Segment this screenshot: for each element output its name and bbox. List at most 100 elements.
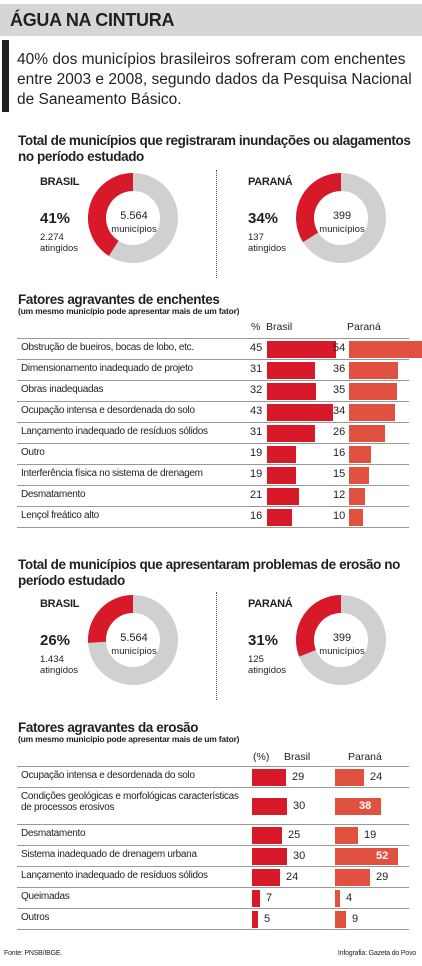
row-label: Obstrução de bueiros, bocas de lobo, etc… [21, 342, 194, 353]
parana-value: 54 [333, 342, 346, 354]
row-label: Lançamento inadequado de resíduos sólido… [21, 426, 208, 437]
table-row: Desmatamento 25 19 [17, 824, 409, 845]
donut-divider [216, 592, 217, 700]
table-row: Lançamento inadequado de resíduos sólido… [17, 422, 409, 443]
parana-bar [335, 869, 370, 886]
col-header-parana: Paraná [347, 321, 381, 333]
brasil-value: 7 [266, 892, 273, 904]
table-bottom-rule [17, 527, 409, 528]
parana-bar [349, 404, 395, 421]
table-row: Sistema inadequado de drenagem urbana 30 5… [17, 845, 409, 866]
parana-value: 12 [333, 489, 346, 501]
row-label: Condições geológicas e morfológicas cara… [21, 791, 239, 813]
section-title-floods: Total de municípios que registraram inun… [18, 133, 411, 164]
col-header-percent: % [251, 321, 261, 333]
table-row: Ocupação intensa e desordenada do solo 43… [17, 401, 409, 422]
brasil-bar [267, 509, 292, 526]
parana-bar [349, 383, 397, 400]
parana-bar [349, 362, 398, 379]
donut-brasil-1: BRASIL 41% 2.274 atingidos 5.564 municípios [40, 173, 230, 286]
donut-slice-affected [88, 173, 134, 256]
brasil-bar [267, 467, 296, 484]
table-row: Lançamento inadequado de resíduos sólido… [17, 866, 409, 887]
row-label: Lençol freático alto [21, 510, 99, 521]
parana-value: 26 [333, 426, 346, 438]
donut-chart [296, 173, 386, 263]
table-row: Outros 5 9 [17, 908, 409, 929]
table-row: Dimensionamento inadequado de projeto 31 3… [17, 359, 409, 380]
brasil-bar [267, 488, 299, 505]
donut-paraná-2: PARANÁ 34% 137 atingidos 399 municípios [248, 173, 422, 286]
brasil-value: 19 [250, 447, 263, 459]
table-row: Queimadas 7 4 [17, 887, 409, 908]
table-bottom-rule [17, 929, 409, 930]
parana-value: 9 [352, 913, 359, 925]
brasil-value: 31 [250, 426, 263, 438]
parana-bar [335, 827, 358, 844]
donut-total-value: 399 [332, 210, 352, 222]
donut-paraná-2: PARANÁ 31% 125 atingidos 399 municípios [248, 595, 422, 708]
brasil-bar [252, 827, 282, 844]
brasil-bar [267, 446, 296, 463]
parana-bar [335, 798, 381, 815]
donut-brasil-1: BRASIL 26% 1.434 atingidos 5.564 municípios [40, 595, 230, 708]
donut-chart [296, 595, 386, 685]
row-label: Outro [21, 447, 45, 458]
col-header-brasil: Brasil [266, 321, 293, 333]
parana-value: 38 [359, 800, 372, 812]
credit-note: Infografia: Gazeta do Povo [337, 950, 416, 957]
table-row: Obras inadequadas 32 35 [17, 380, 409, 401]
parana-value: 52 [376, 850, 389, 862]
donut-percent-label: 26% [40, 632, 71, 649]
parana-bar [349, 446, 371, 463]
donut-region-label: BRASIL [40, 176, 80, 188]
brasil-bar [252, 798, 287, 815]
parana-bar [335, 848, 398, 865]
intro-accent-bar [2, 40, 9, 112]
parana-value: 24 [370, 771, 383, 783]
row-label: Queimadas [21, 891, 70, 902]
brasil-value: 25 [288, 829, 301, 841]
brasil-value: 32 [250, 384, 263, 396]
brasil-bar [267, 362, 315, 379]
row-label: Obras inadequadas [21, 384, 104, 395]
parana-bar [349, 467, 369, 484]
brasil-value: 31 [250, 363, 263, 375]
row-label: Interferência física no sistema de drena… [21, 468, 203, 479]
donut-affected-label: atingidos [40, 243, 79, 254]
section-subtitle-erosion-factors: (um mesmo município pode apresentar mais… [18, 734, 240, 744]
col-header-parana: Paraná [348, 751, 382, 763]
parana-value: 4 [346, 892, 353, 904]
donut-total-value: 5.564 [120, 210, 148, 222]
donut-slice-affected [88, 595, 134, 643]
section-subtitle-flood-factors: (um mesmo município pode apresentar mais… [18, 306, 240, 316]
brasil-bar [267, 383, 316, 400]
brasil-value: 45 [250, 342, 263, 354]
brasil-bar [267, 404, 333, 421]
parana-bar [335, 769, 364, 786]
donut-affected-label: atingidos [40, 665, 79, 676]
parana-value: 35 [333, 384, 346, 396]
donut-total-unit: municípios [319, 646, 365, 657]
intro-text: 40% dos municípios brasileiros sofreram … [17, 51, 412, 108]
brasil-value: 43 [250, 405, 263, 417]
table-row: Outro 19 16 [17, 443, 409, 464]
row-label: Lançamento inadequado de resíduos sólido… [21, 870, 208, 881]
donut-percent-label: 31% [248, 632, 279, 649]
parana-value: 19 [364, 829, 377, 841]
parana-value: 15 [333, 468, 346, 480]
table-row: Ocupação intensa e desordenada do solo 29… [17, 766, 409, 787]
donut-slice-affected [296, 595, 342, 657]
donut-region-label: PARANÁ [248, 176, 293, 188]
row-label: Ocupação intensa e desordenada do solo [21, 405, 195, 416]
parana-bar [349, 341, 422, 358]
row-label: Desmatamento [21, 489, 86, 500]
row-label: Outros [21, 912, 50, 923]
brasil-value: 24 [286, 871, 299, 883]
source-note: Fonte: PNSB/IBGE. [4, 950, 63, 957]
donut-total-value: 399 [332, 632, 352, 644]
donut-affected-label: atingidos [248, 243, 287, 254]
section-title-flood-factors: Fatores agravantes de enchentes [18, 292, 220, 307]
parana-value: 16 [333, 447, 346, 459]
parana-bar [349, 425, 385, 442]
